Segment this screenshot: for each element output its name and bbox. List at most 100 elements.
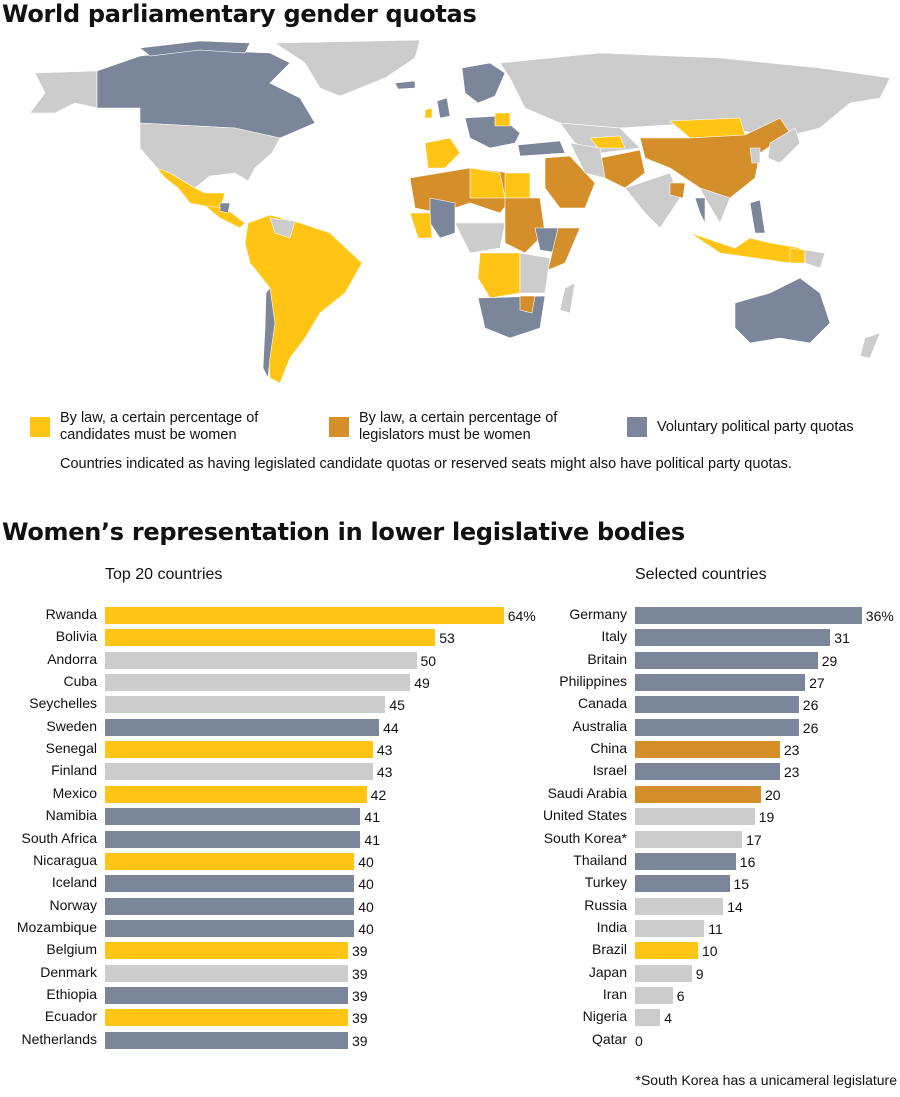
- bar: [635, 696, 799, 714]
- bar: [105, 718, 380, 736]
- bar-value-label: 19: [758, 809, 775, 826]
- bar-value-label: 40: [358, 853, 374, 870]
- bar: [105, 919, 355, 937]
- legend-item-candidates-law: By law, a certain percentage of candidate…: [30, 410, 258, 444]
- bar-value-label: 10: [702, 943, 718, 960]
- map-region-australia: [734, 277, 831, 344]
- bar-category-label: Saudi Arabia: [547, 784, 627, 801]
- map-region-indonesia: [689, 232, 801, 264]
- bar-value-label: 27: [809, 675, 825, 692]
- bar: [105, 629, 436, 647]
- map-region-britain: [436, 97, 451, 119]
- bar: [105, 852, 355, 870]
- bar-value-label: 26: [802, 719, 819, 736]
- map-region-senegal-region: [409, 212, 433, 239]
- bar: [635, 830, 743, 848]
- legend-item-legislators-law: By law, a certain percentage of legislato…: [329, 410, 557, 444]
- bar: [105, 785, 367, 803]
- bar-category-label: Japan: [588, 963, 627, 980]
- bar-value-label: 23: [783, 764, 800, 781]
- bar: [635, 1009, 661, 1027]
- bar: [635, 852, 736, 870]
- bar: [105, 808, 361, 826]
- map-region-iran: [569, 142, 606, 179]
- map-region-somalia-kenya: [547, 227, 581, 271]
- bar-category-label: South Korea*: [543, 829, 627, 846]
- bar-value-label: 11: [708, 920, 723, 937]
- bar: [105, 830, 361, 848]
- bar: [635, 919, 705, 937]
- bar-value-label: 36%: [865, 608, 894, 624]
- bar: [635, 718, 799, 736]
- bar-category-label: Italy: [601, 628, 627, 645]
- bar-value-label: 39: [351, 1010, 368, 1027]
- bar: [635, 607, 862, 624]
- bar-value-label: 39: [351, 1032, 368, 1049]
- map-region-indochina: [699, 187, 731, 224]
- bar-category-label: Iran: [602, 985, 627, 1002]
- bar-value-label: 14: [727, 898, 743, 915]
- bar: [105, 897, 355, 915]
- map-region-saudi-arabia: [544, 155, 596, 209]
- bar-category-label: Namibia: [45, 807, 97, 824]
- bar-category-label: Mozambique: [16, 918, 97, 935]
- map-region-spain-france: [424, 137, 461, 169]
- legend-note: Countries indicated as having legislated…: [60, 456, 792, 472]
- map-title: World parliamentary gender quotas: [2, 0, 477, 28]
- bar-value-label: 42: [370, 786, 387, 803]
- map-region-india: [624, 172, 681, 229]
- bar-category-label: Iceland: [51, 874, 97, 891]
- bar-value-label: 29: [821, 652, 838, 669]
- map-region-venezuela: [269, 217, 296, 239]
- legend-label: Voluntary political party quotas: [657, 418, 854, 435]
- map-region-thailand: [694, 197, 706, 224]
- bar-value-label: 40: [358, 898, 374, 915]
- bar: [105, 651, 417, 669]
- map-region-arctic-islands: [139, 40, 251, 57]
- bar-category-label: Turkey: [584, 874, 627, 891]
- bar: [105, 741, 373, 759]
- bar-category-label: Ethiopia: [46, 985, 97, 1002]
- bar-category-label: Belgium: [46, 941, 97, 958]
- legend-label: By law, a certain percentage of legislato…: [359, 410, 557, 444]
- bar-category-label: China: [590, 740, 627, 757]
- bar: [635, 964, 692, 982]
- bar-category-label: Canada: [577, 695, 627, 712]
- bar: [635, 875, 730, 893]
- bar-category-label: Brazil: [591, 941, 627, 958]
- bar: [635, 629, 831, 647]
- bar-category-label: Australia: [572, 717, 627, 734]
- map-region-uzbekistan: [589, 135, 626, 149]
- bar: [105, 964, 348, 982]
- bar-value-label: 23: [783, 742, 800, 759]
- map-region-scandinavia: [461, 62, 506, 104]
- legend-label-line: candidates must be women: [60, 427, 237, 443]
- bar: [635, 897, 724, 915]
- map-region-iceland: [394, 80, 416, 90]
- left-chart-subtitle: Top 20 countries: [105, 566, 223, 583]
- chart-title: Women’s representation in lower legislat…: [2, 518, 685, 546]
- bar-value-label: 50: [420, 652, 437, 669]
- bar-value-label: 43: [376, 764, 393, 781]
- map-region-new-zealand: [859, 332, 881, 359]
- bar-category-label: Qatar: [591, 1030, 627, 1047]
- bar: [635, 741, 780, 759]
- bar-value-label: 31: [834, 630, 850, 647]
- bar-category-label: United States: [542, 807, 627, 824]
- bar: [105, 875, 355, 893]
- map-region-ireland: [424, 107, 433, 119]
- map-region-west-central-africa: [454, 222, 506, 254]
- bar: [635, 651, 818, 669]
- bar-category-label: Bolivia: [55, 628, 97, 645]
- map-region-guatemala: [219, 202, 231, 214]
- bar-category-label: Ecuador: [44, 1008, 97, 1025]
- bar-category-label: Philippines: [559, 673, 627, 690]
- map-region-china: [639, 117, 791, 199]
- bar-value-label: 6: [676, 987, 685, 1004]
- bar-category-label: Andorra: [47, 650, 97, 667]
- right-chart-subtitle: Selected countries: [635, 566, 767, 583]
- map-region-japan: [767, 127, 801, 164]
- bar: [105, 942, 348, 960]
- bar-category-label: South Africa: [21, 829, 98, 846]
